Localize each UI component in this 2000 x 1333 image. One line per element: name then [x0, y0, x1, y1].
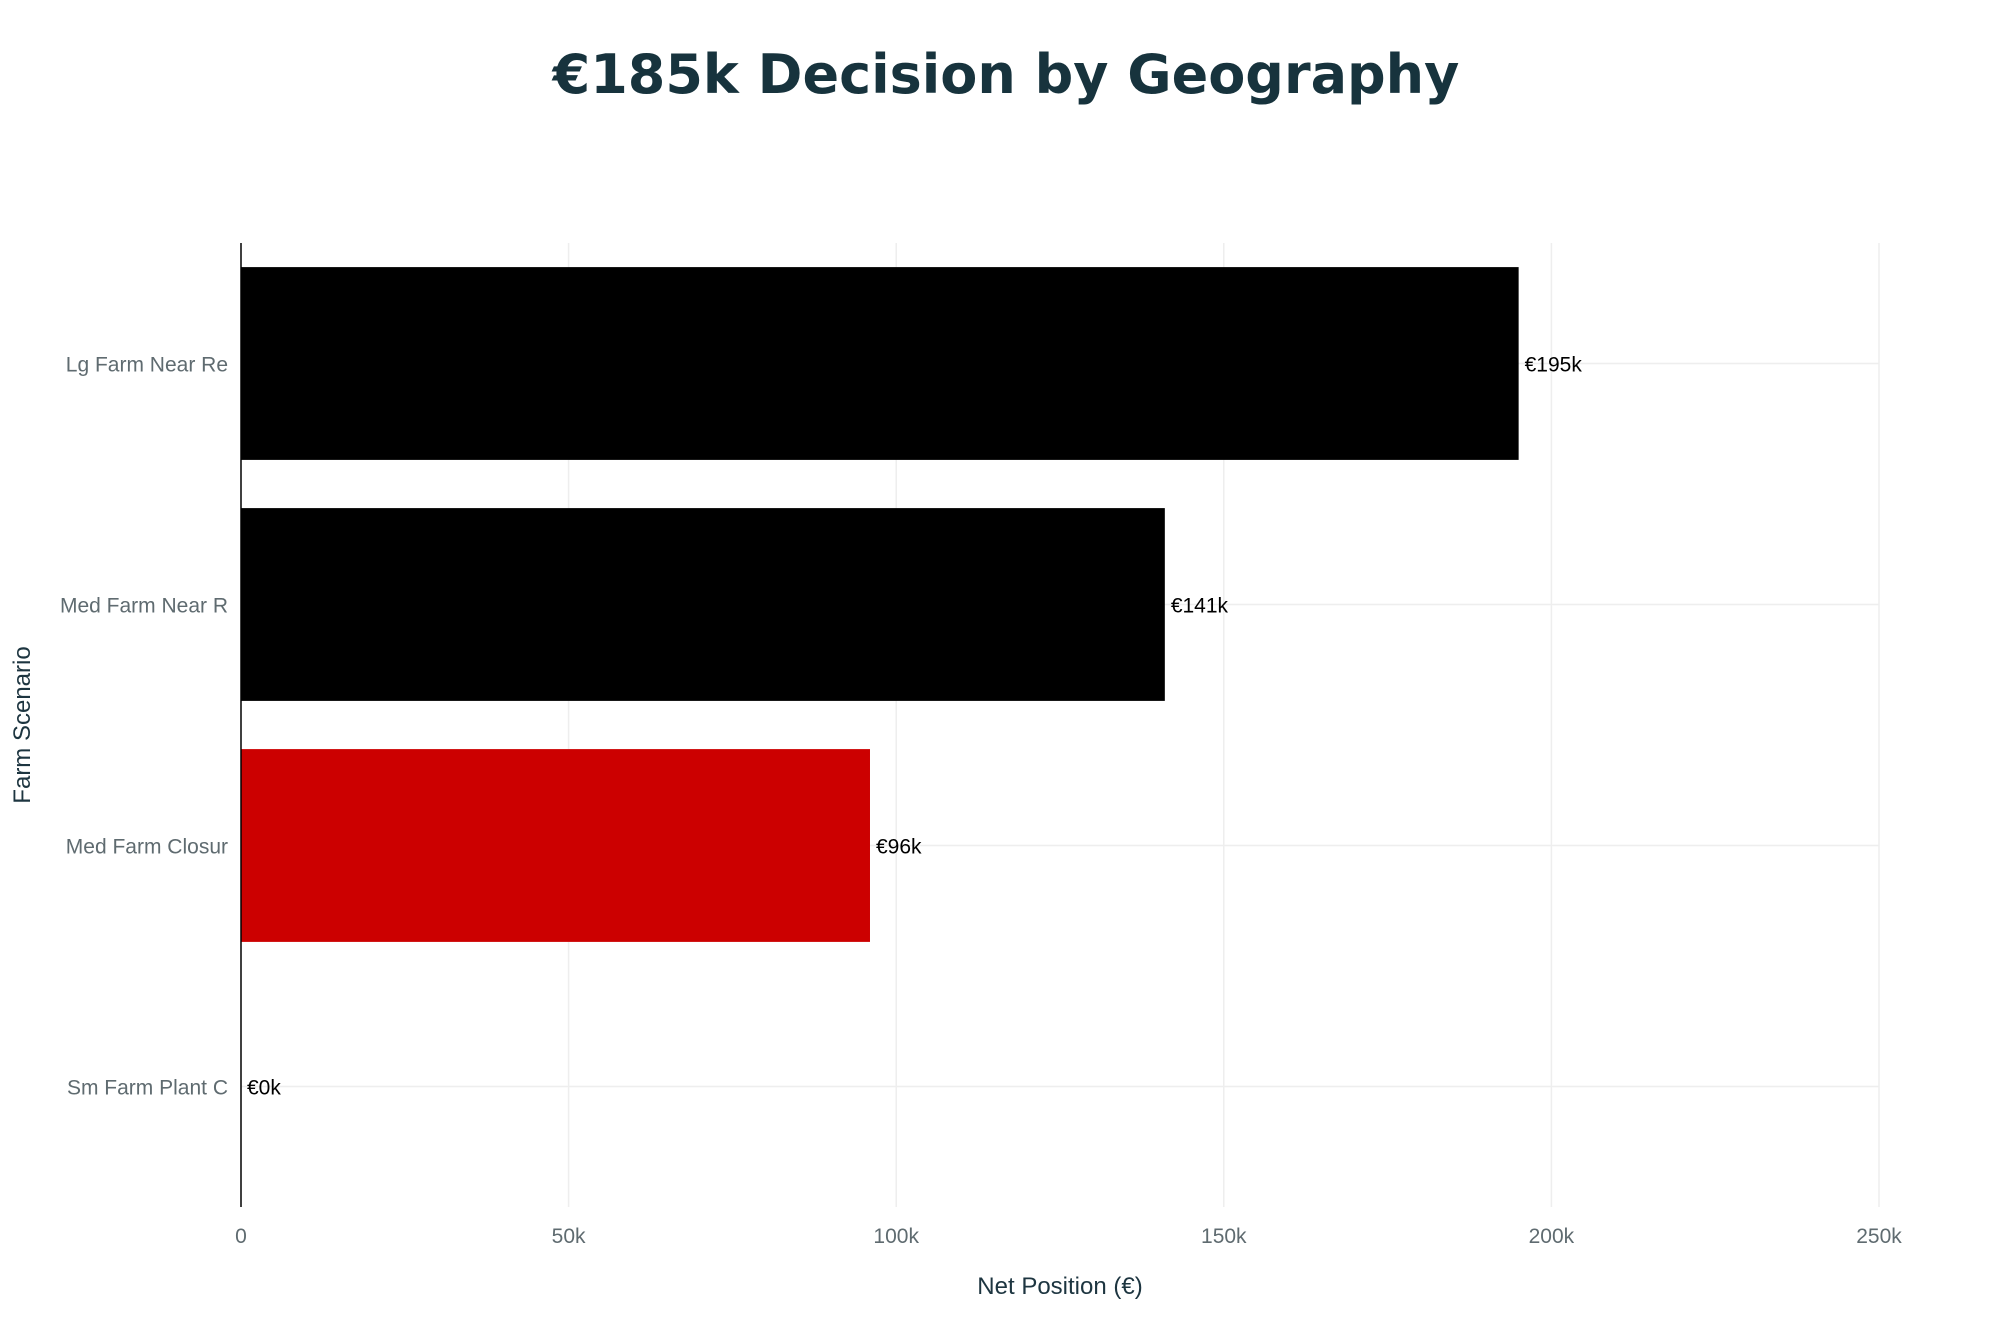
- y-axis-title: Farm Scenario: [9, 646, 36, 803]
- y-axis-categories: Lg Farm Near Re Med Farm Near R Med Farm C…: [60, 354, 228, 1100]
- x-axis-ticks: 0 50k 100k 150k 200k 250k: [235, 1225, 1902, 1248]
- bar-value-label: €0k: [247, 1077, 281, 1100]
- bar: [241, 267, 1519, 460]
- bars: [241, 267, 1519, 942]
- x-tick-label: 250k: [1856, 1225, 1902, 1248]
- x-axis-title: Net Position (€): [977, 1273, 1142, 1300]
- bar: [241, 508, 1165, 701]
- bar-value-label: €141k: [1171, 595, 1229, 618]
- y-category-label: Med Farm Near R: [60, 595, 228, 618]
- x-tick-label: 150k: [1201, 1225, 1247, 1248]
- x-tick-label: 200k: [1529, 1225, 1575, 1248]
- y-category-label: Sm Farm Plant C: [67, 1077, 228, 1100]
- data-labels: €195k €141k €96k €0k: [247, 354, 1582, 1100]
- y-category-label: Med Farm Closur: [66, 836, 228, 859]
- bar: [241, 749, 870, 942]
- x-tick-label: 50k: [552, 1225, 586, 1248]
- x-tick-label: 100k: [873, 1225, 919, 1248]
- bar-value-label: €195k: [1525, 354, 1583, 377]
- bar-value-label: €96k: [876, 836, 922, 859]
- y-category-label: Lg Farm Near Re: [66, 354, 228, 377]
- x-tick-label: 0: [235, 1225, 247, 1248]
- chart-title: €185k Decision by Geography: [551, 43, 1460, 106]
